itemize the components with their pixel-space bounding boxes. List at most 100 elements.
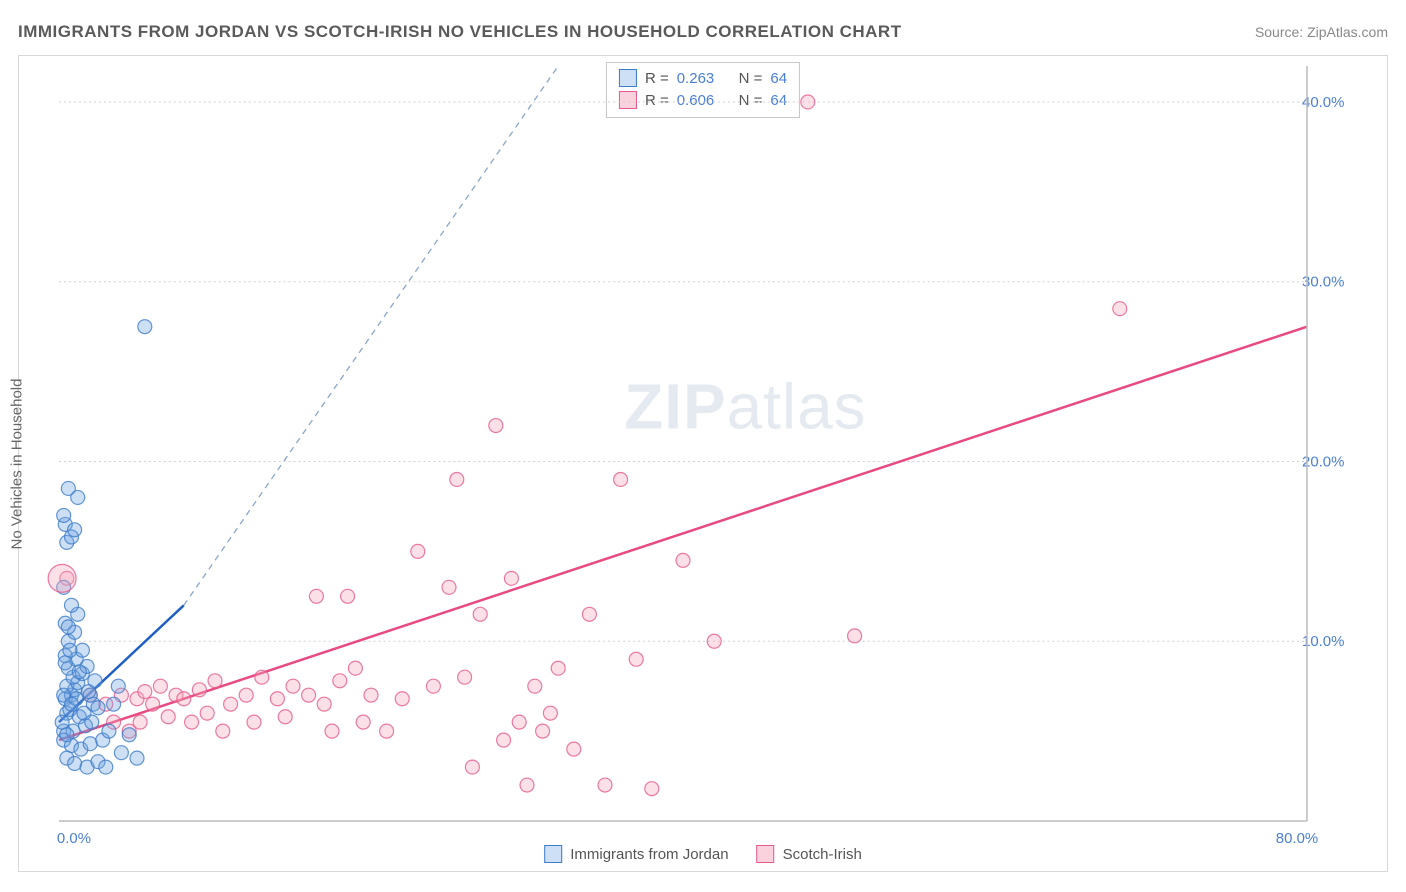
data-point <box>317 697 331 711</box>
x-tick-label: 0.0% <box>57 830 91 847</box>
data-point <box>48 564 76 592</box>
data-point <box>848 629 862 643</box>
data-point <box>247 715 261 729</box>
legend-label: Immigrants from Jordan <box>570 846 728 863</box>
data-point <box>114 746 128 760</box>
data-point <box>380 724 394 738</box>
data-point <box>255 670 269 684</box>
data-point <box>83 737 97 751</box>
data-point <box>512 715 526 729</box>
data-point <box>598 778 612 792</box>
data-point <box>325 724 339 738</box>
data-point <box>161 710 175 724</box>
data-point <box>239 688 253 702</box>
data-point <box>63 643 77 657</box>
data-point <box>61 620 75 634</box>
data-point <box>185 715 199 729</box>
legend-item: Scotch-Irish <box>757 845 862 863</box>
data-point <box>138 320 152 334</box>
data-point <box>528 679 542 693</box>
legend-item: Immigrants from Jordan <box>544 845 728 863</box>
data-point <box>1113 302 1127 316</box>
data-point <box>60 728 74 742</box>
y-tick-label: 30.0% <box>1302 274 1344 291</box>
data-point <box>645 782 659 796</box>
data-point <box>536 724 550 738</box>
data-point <box>364 688 378 702</box>
data-point <box>57 508 71 522</box>
legend-swatch <box>544 845 562 863</box>
data-point <box>426 679 440 693</box>
data-point <box>489 419 503 433</box>
data-point <box>64 697 78 711</box>
trend-line-blue-dashed <box>184 66 558 605</box>
data-point <box>138 685 152 699</box>
scatter-chart: 10.0%20.0%30.0%40.0%ZIPatlas0.0%80.0% <box>59 66 1307 821</box>
x-tick-label: 80.0% <box>1276 830 1318 847</box>
data-point <box>442 580 456 594</box>
data-point <box>567 742 581 756</box>
data-point <box>99 760 113 774</box>
data-point <box>133 715 147 729</box>
plot-area: 10.0%20.0%30.0%40.0%ZIPatlas0.0%80.0% <box>59 66 1307 821</box>
data-point <box>153 679 167 693</box>
data-point <box>341 589 355 603</box>
chart-container: No Vehicles in Household R =0.263 N =64R… <box>18 55 1388 872</box>
data-point <box>520 778 534 792</box>
data-point <box>551 661 565 675</box>
data-point <box>278 710 292 724</box>
data-point <box>68 756 82 770</box>
data-point <box>177 692 191 706</box>
data-point <box>61 481 75 495</box>
y-tick-label: 10.0% <box>1302 633 1344 650</box>
data-point <box>208 674 222 688</box>
data-point <box>676 553 690 567</box>
data-point <box>85 715 99 729</box>
data-point <box>465 760 479 774</box>
data-point <box>122 728 136 742</box>
data-point <box>309 589 323 603</box>
data-point <box>224 697 238 711</box>
data-point <box>146 697 160 711</box>
source-attribution: Source: ZipAtlas.com <box>1255 24 1388 40</box>
data-point <box>102 724 116 738</box>
data-point <box>107 697 121 711</box>
data-point <box>473 607 487 621</box>
data-point <box>411 544 425 558</box>
data-point <box>58 656 72 670</box>
data-point <box>72 665 86 679</box>
watermark: ZIPatlas <box>624 370 866 442</box>
legend-label: Scotch-Irish <box>783 846 862 863</box>
data-point <box>333 674 347 688</box>
data-point <box>614 472 628 486</box>
data-point <box>88 674 102 688</box>
data-point <box>497 733 511 747</box>
data-point <box>348 661 362 675</box>
data-point <box>216 724 230 738</box>
y-axis-label: No Vehicles in Household <box>9 378 26 549</box>
data-point <box>200 706 214 720</box>
data-point <box>192 683 206 697</box>
y-tick-label: 40.0% <box>1302 94 1344 111</box>
legend-swatch <box>757 845 775 863</box>
data-point <box>130 751 144 765</box>
data-point <box>504 571 518 585</box>
data-point <box>543 706 557 720</box>
data-point <box>629 652 643 666</box>
data-point <box>582 607 596 621</box>
y-tick-label: 20.0% <box>1302 453 1344 470</box>
data-point <box>286 679 300 693</box>
data-point <box>91 701 105 715</box>
data-point <box>356 715 370 729</box>
data-point <box>111 679 125 693</box>
data-point <box>270 692 284 706</box>
data-point <box>75 643 89 657</box>
data-point <box>707 634 721 648</box>
data-point <box>64 598 78 612</box>
data-point <box>458 670 472 684</box>
data-point <box>302 688 316 702</box>
data-point <box>395 692 409 706</box>
series-legend: Immigrants from Jordan Scotch-Irish <box>544 845 862 863</box>
data-point <box>801 95 815 109</box>
chart-title: IMMIGRANTS FROM JORDAN VS SCOTCH-IRISH N… <box>18 22 902 42</box>
